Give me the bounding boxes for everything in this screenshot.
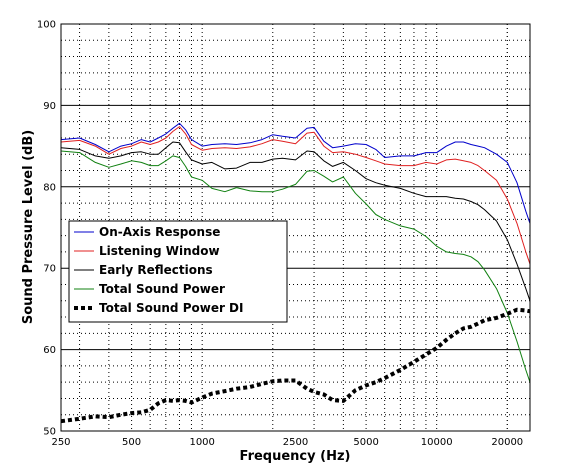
x-tick-label: 1000 bbox=[189, 437, 214, 448]
legend-box bbox=[68, 220, 288, 323]
y-tick-label: 100 bbox=[37, 20, 56, 31]
x-axis-label: Frequency (Hz) bbox=[240, 449, 351, 464]
legend-label-total-sound-power: Total Sound Power bbox=[99, 282, 225, 296]
legend-label-early-reflections: Early Reflections bbox=[99, 263, 213, 277]
legend-label-total-sound-power-di: Total Sound Power DI bbox=[99, 301, 244, 315]
x-tick-label: 10000 bbox=[421, 437, 453, 448]
plot-frame bbox=[60, 23, 531, 432]
series-line-total-sound-power bbox=[60, 150, 531, 383]
series-line-on-axis-response bbox=[60, 122, 531, 224]
y-axis-label: Sound Pressure Level (dB) bbox=[21, 130, 36, 324]
series-line-early-reflections bbox=[60, 141, 531, 301]
x-tick-label: 5000 bbox=[353, 437, 378, 448]
x-tick-label: 2500 bbox=[283, 437, 308, 448]
legend: On-Axis Response Listening Window Early Re… bbox=[68, 220, 288, 323]
x-tick-label: 20000 bbox=[491, 437, 523, 448]
y-tick-label: 80 bbox=[43, 182, 56, 193]
x-tick-label: 500 bbox=[122, 437, 141, 448]
y-tick-label: 50 bbox=[43, 427, 56, 438]
legend-label-on-axis-response: On-Axis Response bbox=[99, 225, 220, 239]
y-tick-label: 70 bbox=[43, 264, 56, 275]
x-tick-label: 250 bbox=[51, 437, 70, 448]
y-tick-label: 90 bbox=[43, 101, 56, 112]
series-line-listening-window bbox=[60, 126, 531, 265]
tick-labels: 250 500 1000 2500 5000 10000 20000 50 60 70 80 90 10… bbox=[37, 20, 523, 449]
legend-label-listening-window: Listening Window bbox=[99, 244, 220, 258]
y-tick-label: 60 bbox=[43, 345, 56, 356]
series-lines bbox=[60, 122, 531, 424]
